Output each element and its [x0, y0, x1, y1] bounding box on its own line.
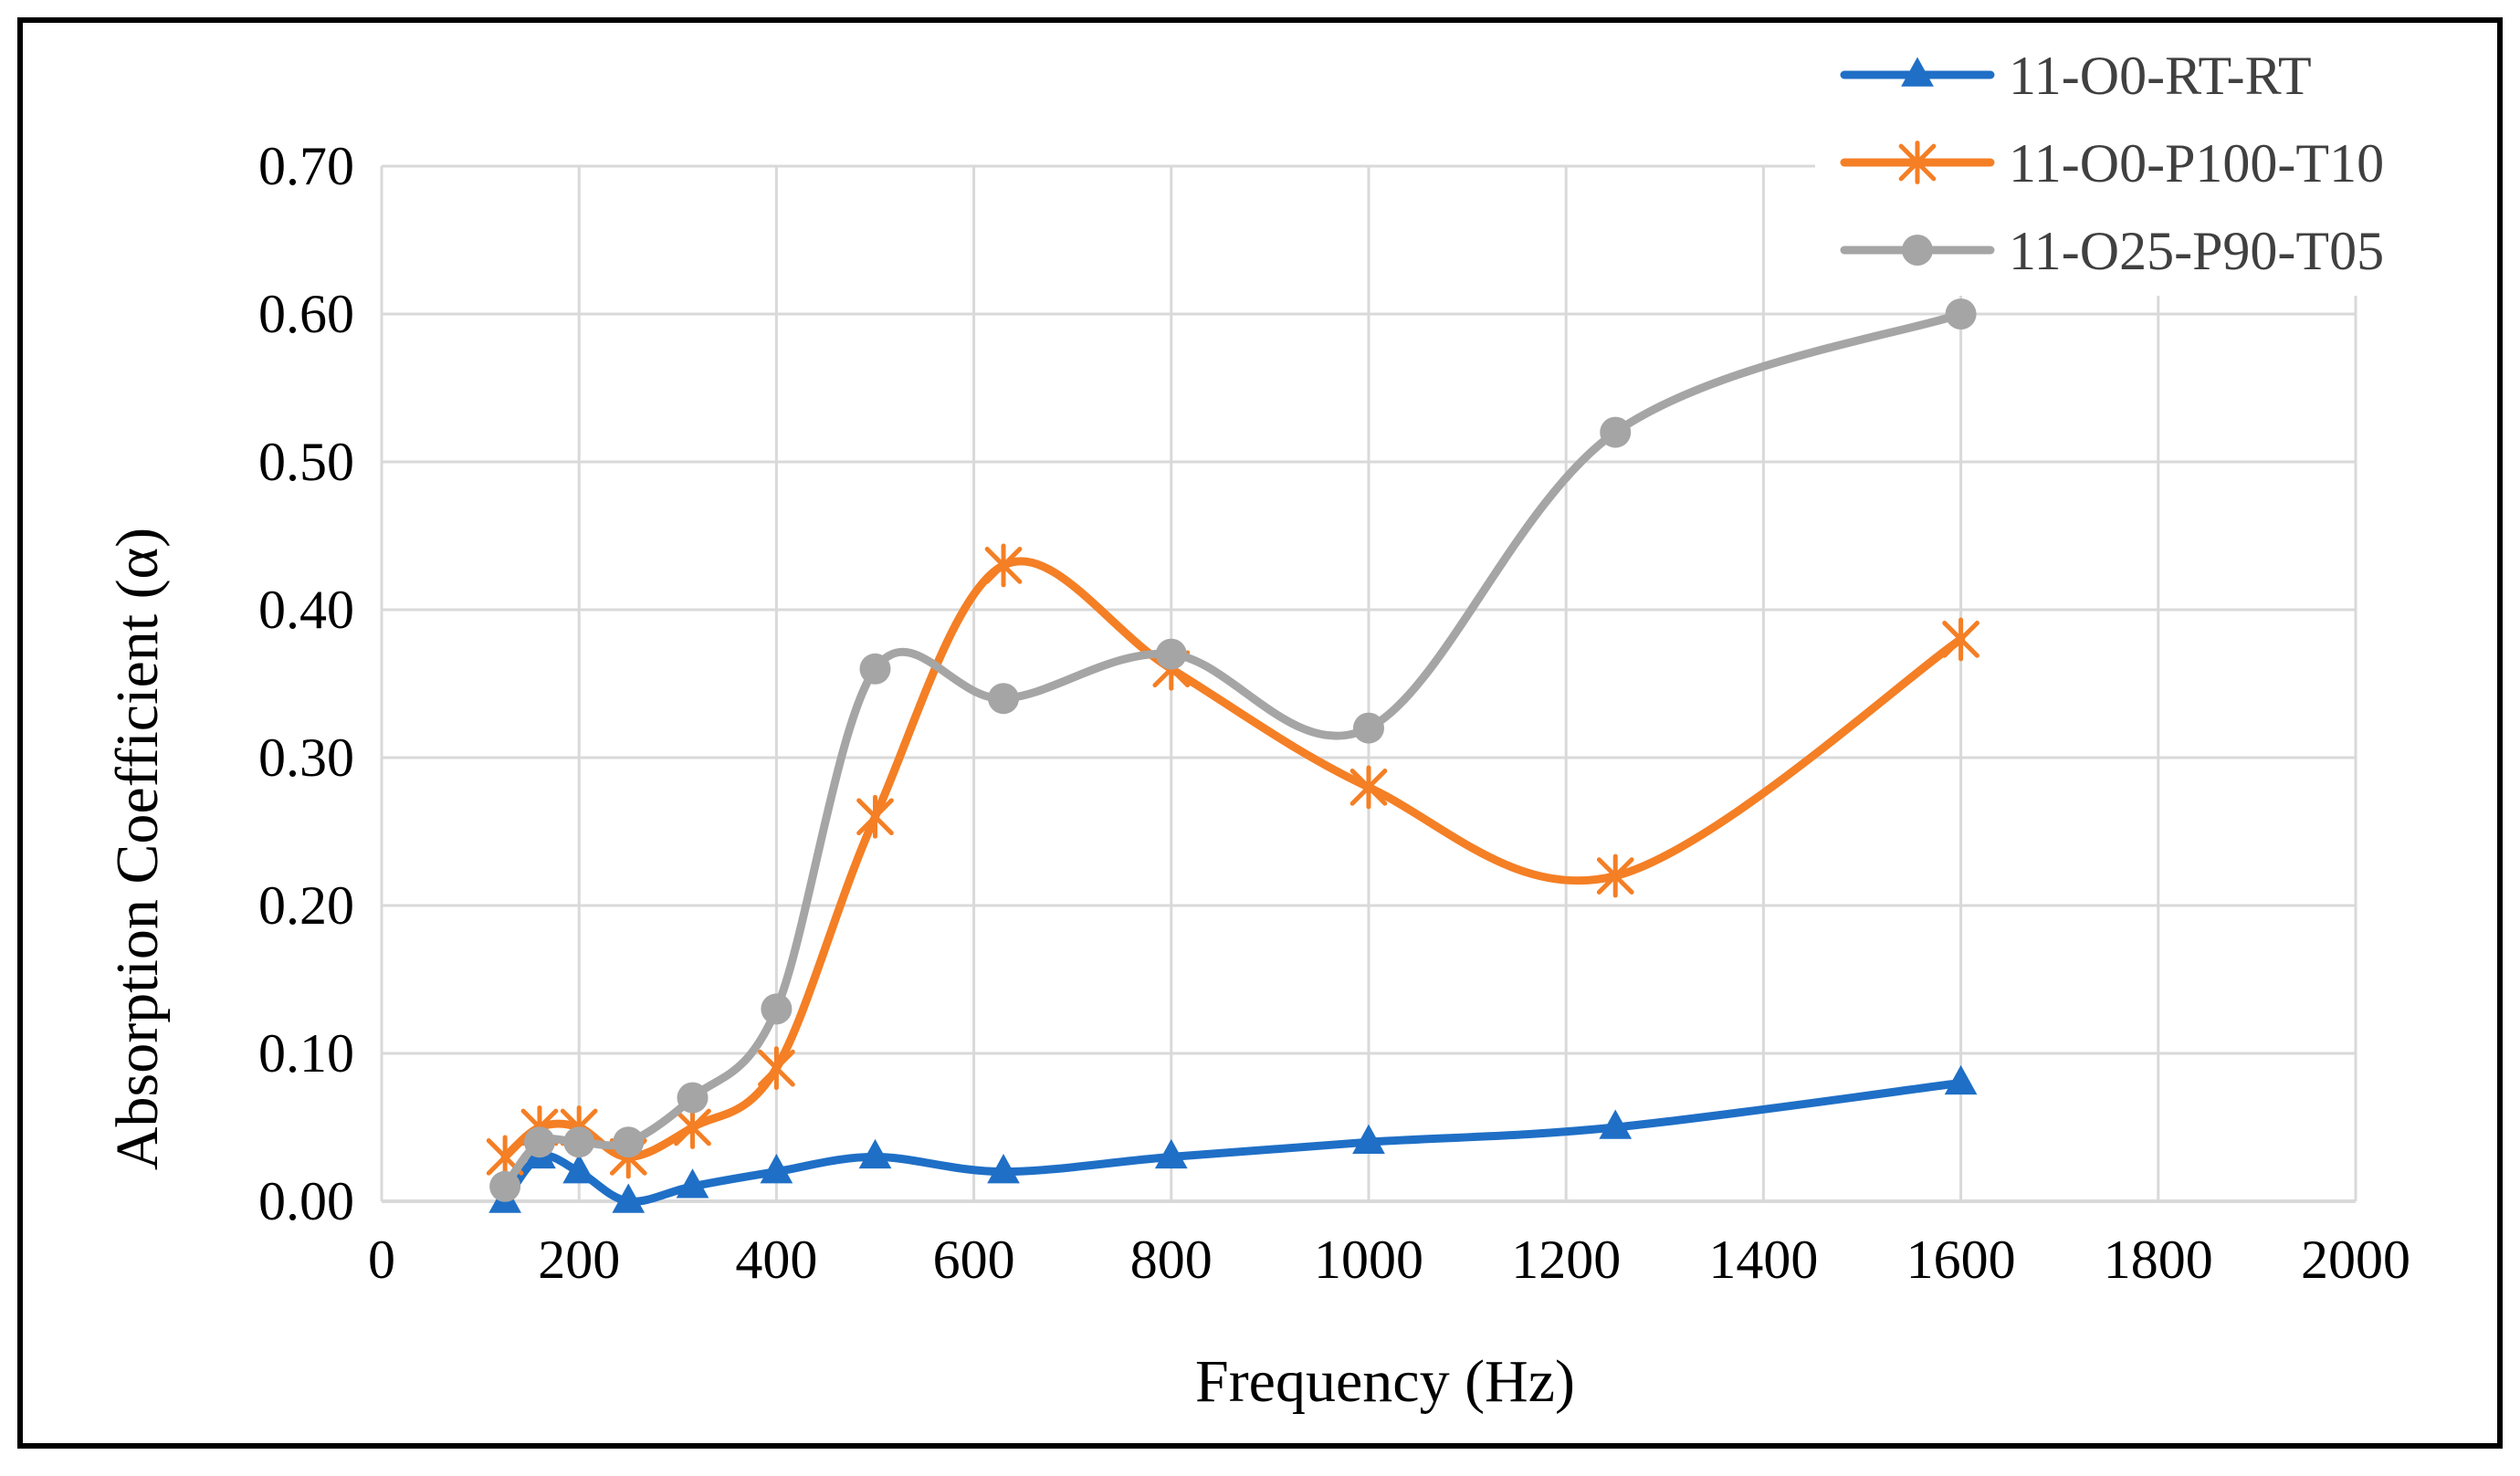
legend-marker [1898, 141, 1937, 184]
data-point-marker [1352, 1124, 1385, 1154]
series-3 [489, 298, 1977, 1202]
x-tick-label: 1600 [1906, 1230, 2016, 1290]
data-point-marker [1353, 712, 1384, 744]
data-point-marker [858, 1138, 892, 1169]
data-point-marker [856, 794, 894, 839]
legend-entry: 11-O25-P90-T05 [1840, 221, 2384, 281]
data-point-marker [613, 1126, 645, 1158]
y-tick-label: 0.50 [258, 432, 354, 492]
legend-marker [1902, 235, 1933, 266]
x-tick-label: 1800 [2104, 1230, 2213, 1290]
x-tick-label: 0 [368, 1230, 395, 1290]
data-point-marker [758, 1046, 795, 1091]
data-point-marker [523, 1126, 555, 1158]
axes: 0 200 400 600 800 1000 1200 1400 1600 1800 2000 0.0… [258, 136, 2410, 1290]
x-tick-label: 1000 [1314, 1230, 1423, 1290]
legend-label: 11-O25-P90-T05 [2009, 221, 2384, 281]
data-point-marker [562, 1154, 596, 1184]
x-tick-label: 600 [933, 1230, 1015, 1290]
data-point-marker [1945, 298, 1977, 330]
x-tick-label: 800 [1130, 1230, 1213, 1290]
legend-entry: 11-O0-RT-RT [1840, 46, 2312, 106]
data-point-marker [489, 1170, 521, 1202]
legend-marker [1901, 57, 1934, 87]
data-point-marker [987, 1154, 1020, 1184]
x-tick-label: 1400 [1708, 1230, 1818, 1290]
data-point-marker [761, 993, 793, 1025]
data-point-marker [760, 1154, 793, 1184]
y-axis-title: Absorption Coefficient (α) [104, 528, 171, 1170]
x-tick-label: 400 [735, 1230, 817, 1290]
grid [380, 164, 2357, 1203]
x-tick-label: 200 [538, 1230, 620, 1290]
series-line [500, 1078, 1966, 1206]
y-tick-label: 0.10 [258, 1023, 354, 1083]
legend-label: 11-O0-P100-T10 [2009, 133, 2384, 194]
y-tick-label: 0.20 [258, 875, 354, 936]
data-point-marker [1944, 1064, 1978, 1095]
data-point-marker [1155, 638, 1187, 670]
data-point-marker [1596, 853, 1634, 898]
y-tick-label: 0.30 [258, 728, 354, 788]
y-tick-label: 0.70 [258, 136, 354, 196]
x-tick-label: 2000 [2301, 1230, 2410, 1290]
y-tick-label: 0.00 [258, 1171, 354, 1231]
data-point-marker [563, 1126, 595, 1158]
data-point-marker [859, 653, 891, 685]
legend-label: 11-O0-RT-RT [2009, 46, 2312, 106]
legend: 11-O0-RT-RT 11-O0-P100-T10 11-O25-P90-T05 [1815, 31, 2454, 296]
data-point-marker [676, 1168, 709, 1199]
data-point-marker [988, 683, 1020, 715]
y-tick-label: 0.40 [258, 580, 354, 640]
data-point-marker [677, 1082, 709, 1114]
data-point-marker [612, 1183, 646, 1213]
y-tick-label: 0.60 [258, 284, 354, 344]
data-point-marker [1349, 765, 1388, 810]
data-point-marker [984, 543, 1023, 588]
data-point-marker [1600, 416, 1632, 448]
chart-frame [17, 17, 2503, 1449]
data-point-marker [674, 1105, 711, 1149]
series-group [486, 298, 1979, 1213]
legend-entry: 11-O0-P100-T10 [1840, 133, 2384, 194]
data-point-marker [1599, 1109, 1633, 1139]
data-point-marker [1942, 617, 1979, 662]
x-axis-title: Frequency (Hz) [1195, 1348, 1575, 1415]
data-point-marker [1154, 1138, 1188, 1169]
x-tick-label: 1200 [1511, 1230, 1621, 1290]
